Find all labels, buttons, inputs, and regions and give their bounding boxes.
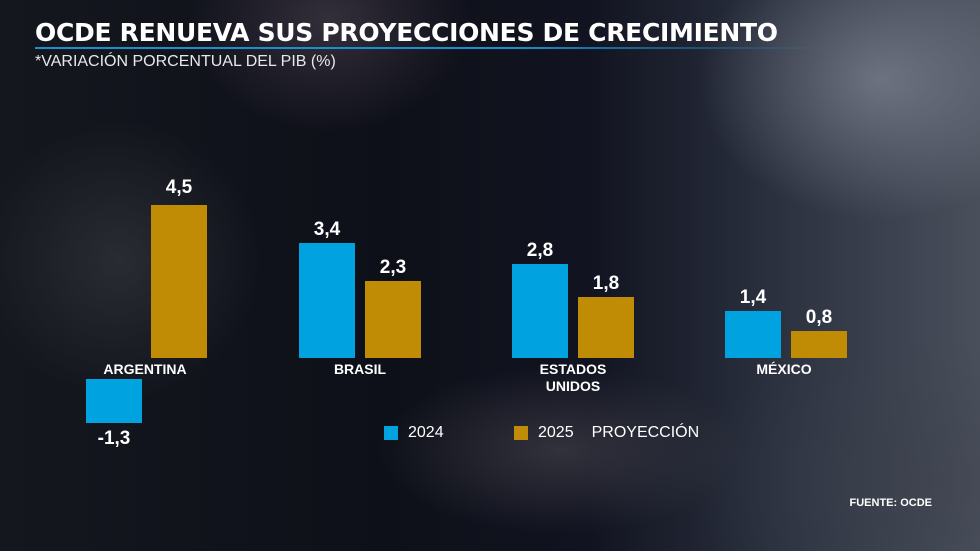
value-eeuu-2025: 1,8 — [592, 273, 620, 294]
value-argentina-2025: 4,5 — [165, 177, 193, 198]
category-brasil: BRASIL — [333, 361, 387, 377]
bar-argentina-2025 — [151, 205, 207, 358]
value-argentina-2024: -1,3 — [97, 428, 131, 449]
value-brasil-2025: 2,3 — [379, 257, 407, 278]
legend-swatch-2025 — [514, 426, 528, 440]
chart-title: OCDE RENUEVA SUS PROYECCIONES DE CRECIMI… — [35, 18, 778, 47]
value-eeuu-2024: 2,8 — [526, 240, 554, 261]
category-mexico: MÉXICO — [756, 361, 812, 377]
value-mexico-2024: 1,4 — [739, 287, 767, 308]
legend-label-2024: 2024 — [408, 424, 444, 441]
value-mexico-2025: 0,8 — [805, 307, 833, 328]
legend-label-2025: 2025 — [538, 424, 574, 441]
legend-swatch-2024 — [384, 426, 398, 440]
bar-eeuu-2025 — [578, 297, 634, 358]
value-brasil-2024: 3,4 — [313, 219, 341, 240]
bar-eeuu-2024 — [512, 264, 568, 358]
legend-item-2025: 2025 PROYECCIÓN — [514, 424, 699, 442]
bar-brasil-2024 — [299, 243, 355, 358]
legend-item-2024: 2024 — [384, 424, 444, 442]
category-argentina: ARGENTINA — [103, 361, 187, 377]
chart-subtitle: *VARIACIÓN PORCENTUAL DEL PIB (%) — [35, 53, 336, 70]
bar-brasil-2025 — [365, 281, 421, 358]
category-estados-unidos-line2: UNIDOS — [545, 378, 601, 394]
bar-mexico-2024 — [725, 311, 781, 358]
bar-argentina-2024 — [86, 379, 142, 423]
bar-mexico-2025 — [791, 331, 847, 358]
title-divider — [35, 47, 835, 49]
legend-note: PROYECCIÓN — [591, 424, 700, 441]
category-estados-unidos: ESTADOS UNIDOS — [503, 361, 643, 395]
category-estados-unidos-line1: ESTADOS — [539, 361, 607, 377]
source-label: FUENTE: OCDE — [849, 497, 933, 509]
